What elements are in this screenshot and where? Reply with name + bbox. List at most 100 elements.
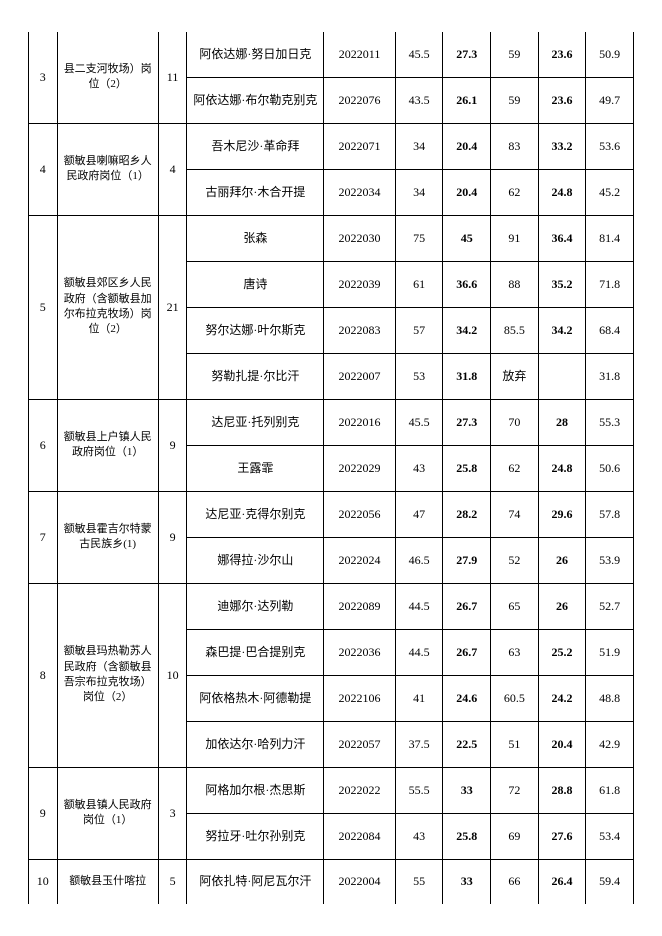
cell-s3: 66: [491, 859, 539, 905]
table-row: 6额敏县上户镇人民政府岗位（1）9达尼亚·托列别克202201645.527.3…: [29, 399, 634, 445]
cell-tot: 50.6: [586, 445, 634, 491]
cell-s3: 88: [491, 261, 539, 307]
cell-s1: 45.5: [395, 31, 443, 77]
cell-s2: 26.7: [443, 583, 491, 629]
cell-tot: 48.8: [586, 675, 634, 721]
cell-s3: 62: [491, 169, 539, 215]
cell-s2: 34.2: [443, 307, 491, 353]
post-name: 县二支河牧场）岗位（2）: [57, 31, 158, 123]
cell-s2: 22.5: [443, 721, 491, 767]
cell-code: 2022022: [324, 767, 395, 813]
cell-tot: 61.8: [586, 767, 634, 813]
cell-code: 2022030: [324, 215, 395, 261]
cell-s4: 26: [538, 537, 586, 583]
cell-code: 2022036: [324, 629, 395, 675]
cell-name: 吾木尼沙·革命拜: [187, 123, 324, 169]
cell-s1: 55.5: [395, 767, 443, 813]
post-name: 额敏县玛热勒苏人民政府（含额敏县吾宗布拉克牧场）岗位（2）: [57, 583, 158, 767]
cell-name: 努勒扎提·尔比汗: [187, 353, 324, 399]
cell-s2: 33: [443, 859, 491, 905]
cell-s1: 44.5: [395, 629, 443, 675]
cell-s3: 72: [491, 767, 539, 813]
cell-s3: 70: [491, 399, 539, 445]
cell-tot: 59.4: [586, 859, 634, 905]
cell-s2: 25.8: [443, 813, 491, 859]
post-name: 额敏县玉什喀拉: [57, 859, 158, 905]
cell-s1: 46.5: [395, 537, 443, 583]
cell-s1: 43: [395, 445, 443, 491]
cell-s1: 37.5: [395, 721, 443, 767]
cell-name: 达尼亚·克得尔别克: [187, 491, 324, 537]
cell-code: 2022084: [324, 813, 395, 859]
cell-s2: 45: [443, 215, 491, 261]
cell-tot: 53.6: [586, 123, 634, 169]
cell-name: 迪娜尔·达列勒: [187, 583, 324, 629]
cell-s1: 34: [395, 123, 443, 169]
cell-s3: 52: [491, 537, 539, 583]
cell-code: 2022004: [324, 859, 395, 905]
cell-s4: 24.8: [538, 445, 586, 491]
cell-s3: 51: [491, 721, 539, 767]
plan-count: 21: [158, 215, 187, 399]
cell-code: 2022029: [324, 445, 395, 491]
cell-code: 2022056: [324, 491, 395, 537]
cell-s2: 24.6: [443, 675, 491, 721]
cell-code: 2022071: [324, 123, 395, 169]
cell-tot: 68.4: [586, 307, 634, 353]
cell-tot: 45.2: [586, 169, 634, 215]
cell-s4: 26.4: [538, 859, 586, 905]
cell-name: 努拉牙·吐尔孙别克: [187, 813, 324, 859]
cell-s4: 23.6: [538, 31, 586, 77]
cell-s2: 36.6: [443, 261, 491, 307]
cell-s4: 28: [538, 399, 586, 445]
cell-s1: 41: [395, 675, 443, 721]
cell-s1: 44.5: [395, 583, 443, 629]
plan-count: 3: [158, 767, 187, 859]
cell-s1: 55: [395, 859, 443, 905]
cell-s1: 47: [395, 491, 443, 537]
plan-count: 4: [158, 123, 187, 215]
cell-s1: 34: [395, 169, 443, 215]
cell-code: 2022089: [324, 583, 395, 629]
cell-name: 森巴提·巴合提别克: [187, 629, 324, 675]
group-index: 8: [29, 583, 58, 767]
group-index: 7: [29, 491, 58, 583]
post-name: 额敏县喇嘛昭乡人民政府岗位（1）: [57, 123, 158, 215]
cell-s1: 61: [395, 261, 443, 307]
table-row: 9额敏县镇人民政府岗位（1）3阿格加尔根·杰思斯202202255.533722…: [29, 767, 634, 813]
cell-s3: 63: [491, 629, 539, 675]
cell-s4: 24.2: [538, 675, 586, 721]
cell-s3: 62: [491, 445, 539, 491]
cell-s3: 91: [491, 215, 539, 261]
table-row: 4额敏县喇嘛昭乡人民政府岗位（1）4吾木尼沙·革命拜20220713420.48…: [29, 123, 634, 169]
cell-s3: 60.5: [491, 675, 539, 721]
cell-s2: 31.8: [443, 353, 491, 399]
cell-code: 2022076: [324, 77, 395, 123]
cell-s2: 28.2: [443, 491, 491, 537]
cell-s3: 69: [491, 813, 539, 859]
cell-s4: 28.8: [538, 767, 586, 813]
cell-s4: [538, 353, 586, 399]
cell-s3: 59: [491, 77, 539, 123]
cell-tot: 50.9: [586, 31, 634, 77]
cell-s3: 83: [491, 123, 539, 169]
cell-s4: 33.2: [538, 123, 586, 169]
cell-s4: 27.6: [538, 813, 586, 859]
group-index: 10: [29, 859, 58, 905]
cell-name: 阿格加尔根·杰思斯: [187, 767, 324, 813]
cell-s4: 36.4: [538, 215, 586, 261]
cell-name: 加依达尔·哈列力汗: [187, 721, 324, 767]
cell-tot: 52.7: [586, 583, 634, 629]
cell-code: 2022007: [324, 353, 395, 399]
cell-s4: 35.2: [538, 261, 586, 307]
cell-s2: 20.4: [443, 123, 491, 169]
group-index: 9: [29, 767, 58, 859]
cell-tot: 42.9: [586, 721, 634, 767]
cell-name: 唐诗: [187, 261, 324, 307]
table-row: 5额敏县郊区乡人民政府（含额敏县加尔布拉克牧场）岗位（2）21张森2022030…: [29, 215, 634, 261]
cell-name: 阿依扎特·阿尼瓦尔汗: [187, 859, 324, 905]
cell-tot: 57.8: [586, 491, 634, 537]
cell-s1: 45.5: [395, 399, 443, 445]
exam-results-table: 3县二支河牧场）岗位（2）11阿依达娜·努日加日克202201145.527.3…: [28, 30, 634, 906]
cell-code: 2022057: [324, 721, 395, 767]
